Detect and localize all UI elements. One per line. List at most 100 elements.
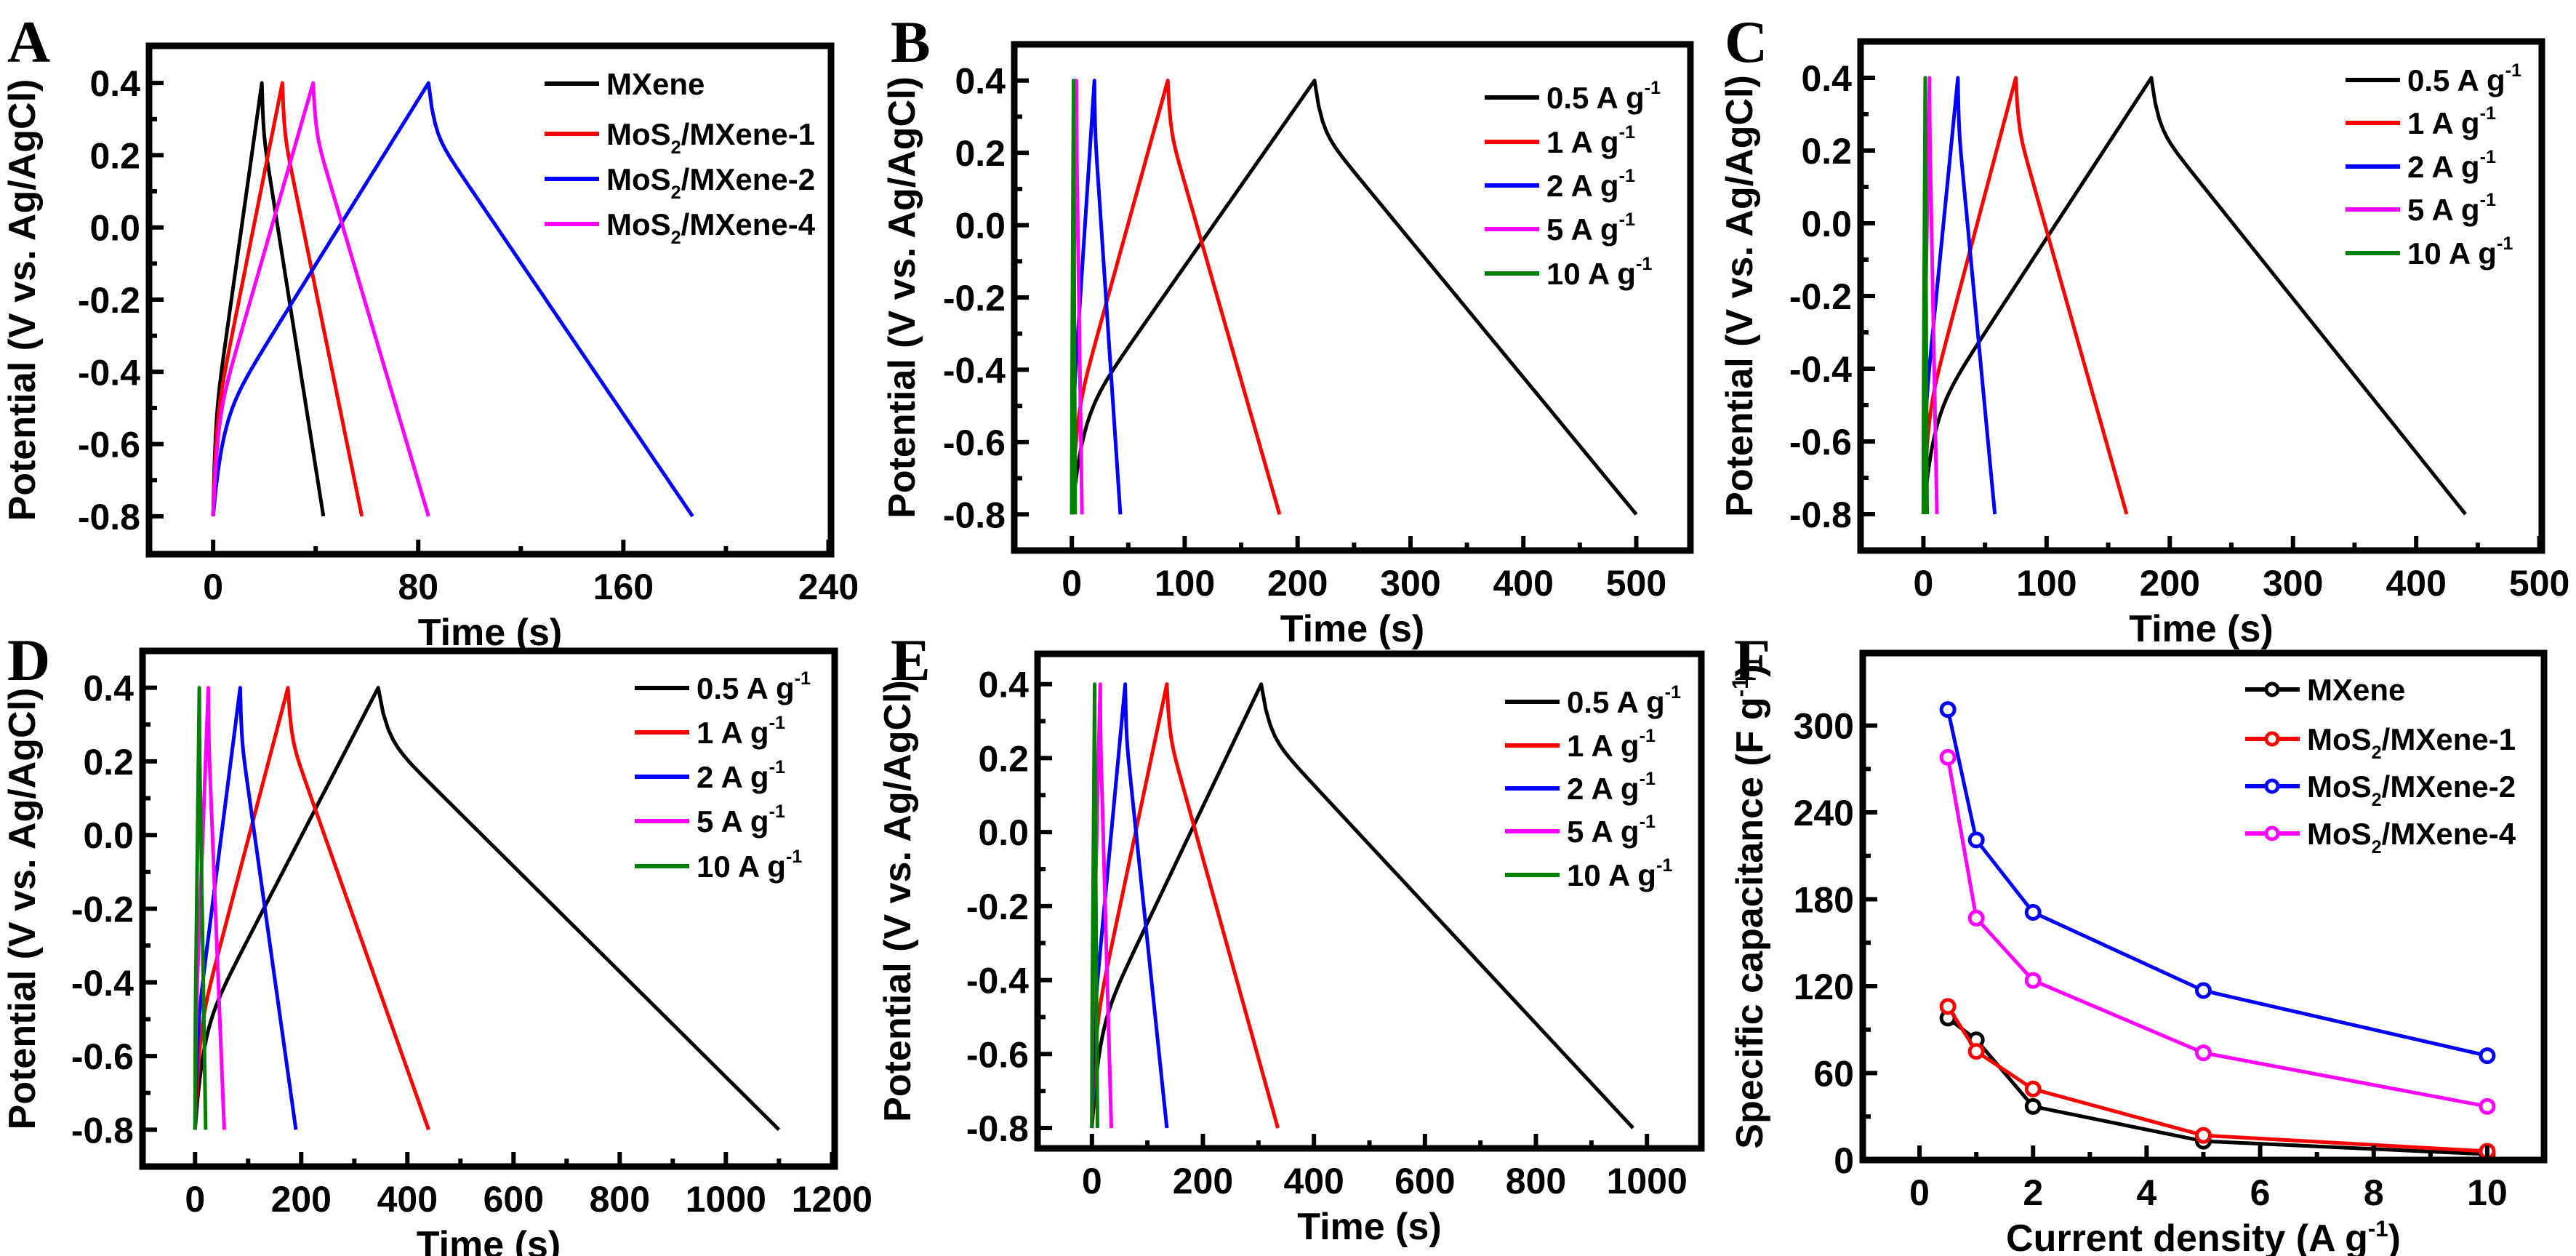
x-tick-label: 100 [1155, 563, 1215, 604]
y-tick-label: 120 [1794, 967, 1854, 1007]
y-tick-label: 0.4 [1801, 58, 1852, 99]
panel-d: D 0 200 400 600 800 1000 1200 -0.8 -0.6 -0.4 -0.2 0.… [1, 627, 872, 1256]
panel-letter: A [7, 9, 50, 75]
legend-label: 10 A g-1 [2407, 233, 2513, 271]
legend-item: 0.5 A g-1 [2346, 60, 2521, 97]
legend-item: 1 A g-1 [1505, 726, 1656, 763]
y-tick-label: -0.4 [78, 352, 140, 393]
y-tick-label: 0.2 [978, 738, 1029, 779]
y-tick-label: -0.8 [71, 1110, 134, 1151]
data-point [1939, 748, 1957, 766]
panel-letter: C [1725, 9, 1768, 75]
series-line-1 [1921, 76, 2129, 515]
legend-label: 5 A g-1 [697, 801, 785, 839]
series-line-1 [211, 81, 364, 517]
y-tick-label: 0.2 [83, 742, 134, 783]
series-line-2 [1090, 682, 1169, 1129]
series-line-0 [211, 81, 326, 517]
legend-label: MXene [2307, 673, 2405, 707]
y-tick-label: -0.6 [71, 1036, 134, 1077]
x-tick-label: 200 [1173, 1161, 1233, 1201]
y-tick-label: -0.8 [966, 1108, 1029, 1149]
legend-label: 1 A g-1 [1567, 726, 1656, 763]
legend-label: MoS2/MXene-2 [2307, 769, 2516, 810]
legend-item: 2 A g-1 [1485, 166, 1635, 203]
x-tick-label: 1000 [686, 1179, 766, 1220]
legend-item: MoS2/MXene-2 [2245, 769, 2516, 810]
legend-marker [2264, 778, 2280, 794]
data-point [2479, 1047, 2496, 1065]
legend-item: MoS2/MXene-1 [2245, 722, 2516, 763]
data-point [2024, 1097, 2042, 1115]
legend-label: MoS2/MXene-4 [2307, 817, 2516, 857]
legend-label: 2 A g-1 [697, 757, 785, 794]
y-tick-label: 180 [1794, 880, 1854, 921]
series-line-3 [211, 81, 430, 517]
x-tick-label: 0 [203, 567, 223, 607]
series-line-0 [1090, 682, 1634, 1129]
y-tick-label: 0 [1834, 1140, 1854, 1181]
panel-letter: D [7, 627, 50, 693]
y-tick-label: -0.4 [943, 350, 1006, 391]
legend-item: 5 A g-1 [1485, 209, 1635, 247]
x-axis-title: Time (s) [1297, 1206, 1441, 1248]
legend-label: 5 A g-1 [1567, 812, 1656, 849]
data-point [1967, 831, 1985, 849]
panel-b: B 0 100 200 300 400 500 -0.8 -0.6 -0.4 -0.2 0.0 0.2 0… [881, 9, 1694, 650]
legend-label: 10 A g-1 [697, 847, 802, 884]
legend-item: MXene [2245, 673, 2405, 707]
legend-label: MoS2/MXene-2 [606, 162, 815, 203]
legend-marker [2264, 731, 2280, 747]
series-line-1 [1946, 1005, 2488, 1153]
plot-frame [1011, 41, 1694, 554]
legend: 0.5 A g-1 1 A g-1 2 A g-1 5 A g-1 10 A g-1 [1505, 682, 1681, 892]
panel-letter: F [1734, 627, 1770, 693]
x-tick-label: 0 [1909, 1172, 1930, 1213]
legend-label: 2 A g-1 [1546, 166, 1635, 203]
x-tick-label: 4 [2137, 1172, 2157, 1213]
plot-area [1939, 701, 2496, 1160]
x-tick-label: 100 [2016, 563, 2077, 604]
y-axis-title: Specific capacitance (F g-1) [1728, 664, 1771, 1148]
x-tick-label: 160 [593, 567, 654, 607]
y-tick-label: -0.8 [1789, 495, 1852, 535]
y-tick-label: -0.2 [966, 887, 1029, 927]
x-tick-label: 1000 [1607, 1161, 1688, 1201]
legend-item: MoS2/MXene-4 [545, 207, 816, 248]
legend-item: 1 A g-1 [1485, 122, 1635, 159]
x-tick-label: 10 [2467, 1172, 2508, 1213]
panel-f: F 0 2 4 6 8 10 0 60 120 180 240 300 Current density (… [1728, 627, 2548, 1256]
series-line-4 [1090, 682, 1099, 1129]
legend-label: 2 A g-1 [2407, 147, 2496, 184]
data-point [2479, 1097, 2496, 1115]
data-point [1967, 1043, 1985, 1060]
x-tick-label: 400 [2386, 563, 2446, 604]
series-line-0 [1921, 76, 2467, 516]
y-tick-label: -0.2 [943, 278, 1006, 319]
y-tick-label: 0.4 [978, 665, 1029, 705]
series-line-0 [1070, 79, 1638, 516]
panel-a: A 0 80 160 240 -0.8 -0.6 -0.4 -0.2 0.0 0.2 0.4 Time … [1, 9, 859, 654]
series-line-2 [1946, 709, 2488, 1058]
x-tick-label: 400 [1493, 563, 1553, 604]
legend-item: MoS2/MXene-1 [545, 117, 815, 158]
legend-label: 10 A g-1 [1567, 855, 1672, 892]
x-axis-title: Time (s) [418, 612, 562, 654]
legend-label: 5 A g-1 [2407, 190, 2496, 227]
y-axis-title: Potential (V vs. Ag/AgCl) [881, 76, 923, 519]
x-axis-title: Time (s) [2129, 608, 2273, 650]
series-line-4 [193, 686, 208, 1130]
legend-item: 1 A g-1 [2346, 103, 2496, 140]
y-axis-title: Potential (V vs. Ag/AgCl) [1, 79, 44, 521]
legend-item: 10 A g-1 [1505, 855, 1672, 892]
plot-area [193, 686, 781, 1132]
legend-item: 5 A g-1 [2346, 190, 2496, 227]
x-tick-label: 800 [1506, 1161, 1566, 1201]
series-line-0 [193, 686, 781, 1132]
y-tick-label: 0.0 [89, 208, 140, 249]
y-tick-label: 0.0 [1801, 204, 1852, 244]
y-tick-label: -0.6 [78, 425, 140, 465]
y-tick-label: 0.4 [89, 63, 140, 104]
legend-label: 10 A g-1 [1546, 254, 1652, 291]
y-tick-label: -0.6 [1789, 422, 1852, 463]
